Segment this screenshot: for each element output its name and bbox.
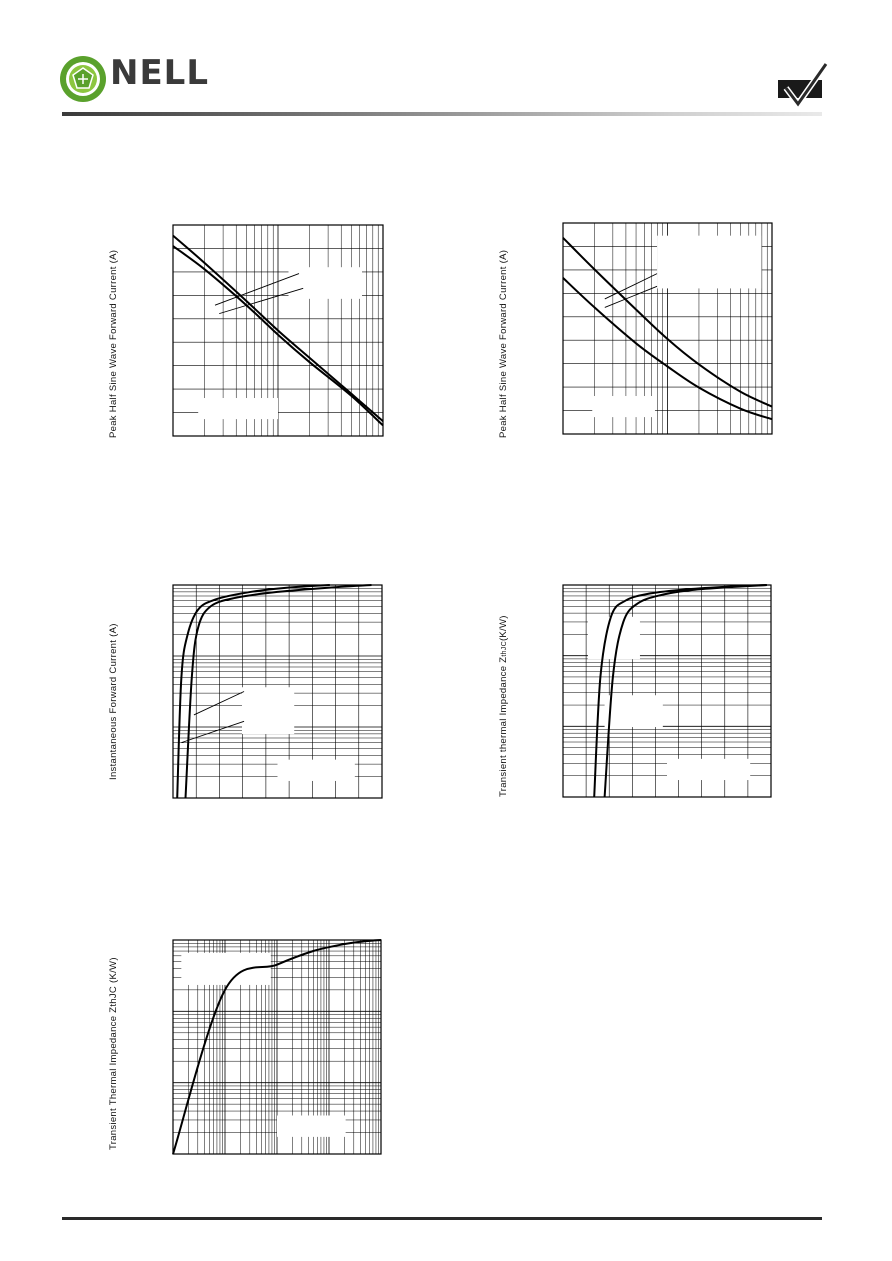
header-rule bbox=[62, 112, 822, 116]
check-badge-icon bbox=[776, 60, 829, 110]
annotation-box bbox=[587, 616, 640, 660]
annotation-box bbox=[277, 1115, 346, 1137]
series-line-2 bbox=[172, 245, 384, 427]
plot-frame bbox=[172, 584, 383, 799]
series-line-2 bbox=[562, 277, 773, 421]
chart2-ylabel: Peak Half Sine Wave Forward Current (A) bbox=[498, 249, 509, 438]
annotation-box bbox=[198, 398, 278, 420]
series-line-2 bbox=[184, 584, 372, 799]
annotation-box bbox=[657, 235, 762, 289]
annotation-box bbox=[277, 759, 355, 781]
brand-logo: NELL bbox=[58, 52, 208, 110]
annotation-box bbox=[288, 267, 362, 299]
annotation-box bbox=[592, 396, 655, 418]
annotation-box bbox=[604, 695, 663, 728]
series-line-1 bbox=[172, 939, 382, 1155]
chart4-ylabel-unit: (K/W) bbox=[498, 615, 509, 642]
chart2-plot bbox=[562, 222, 773, 435]
leader-line bbox=[604, 285, 658, 308]
chart1-ylabel: Peak Half Sine Wave Forward Current (A) bbox=[108, 249, 119, 438]
chart3-plot bbox=[172, 584, 383, 799]
series-line-2 bbox=[603, 584, 767, 798]
leader-line bbox=[181, 720, 245, 744]
plot-frame bbox=[562, 222, 773, 435]
annotation-box bbox=[181, 952, 271, 985]
plot-frame bbox=[172, 939, 382, 1155]
chart4-plot bbox=[562, 584, 772, 798]
chart1-plot bbox=[172, 224, 384, 437]
annotation-box bbox=[667, 758, 751, 781]
brand-emblem-icon bbox=[60, 56, 106, 102]
chart4-ylabel: Transient thermal Impedance ZthJC(K/W) bbox=[498, 615, 509, 797]
footer-rule bbox=[62, 1217, 822, 1220]
plot-frame bbox=[562, 584, 772, 798]
leader-line bbox=[219, 287, 304, 315]
chart4-ylabel-main: Transient thermal Impedance Z bbox=[498, 656, 509, 797]
plot-frame bbox=[172, 224, 384, 437]
annotation-box bbox=[241, 687, 295, 735]
chart5-ylabel: Transient Thermal Impedance ZthJC (K/W) bbox=[108, 957, 119, 1150]
brand-name: NELL bbox=[110, 53, 210, 93]
series-line-1 bbox=[172, 234, 384, 422]
leader-line bbox=[214, 273, 300, 306]
chart3-ylabel: Instantaneous Forward Current (A) bbox=[108, 623, 119, 780]
leader-line bbox=[193, 691, 245, 716]
chart5-plot bbox=[172, 939, 382, 1155]
chart4-ylabel-sub: thJC bbox=[501, 641, 508, 657]
series-line-1 bbox=[176, 584, 330, 799]
series-line-1 bbox=[562, 237, 773, 408]
leader-line bbox=[604, 273, 658, 300]
